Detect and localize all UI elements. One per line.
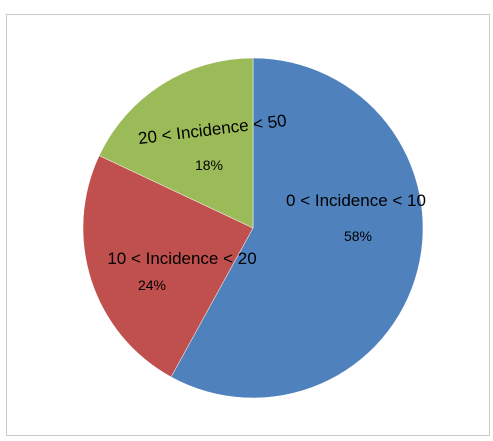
slice-value-10-20: 24% <box>138 277 166 293</box>
pie-slices <box>82 57 424 399</box>
slice-value-0-10: 58% <box>344 228 372 244</box>
slice-label-0-10: 0 < Incidence < 10 <box>286 191 426 210</box>
pie-slice-20-incidence-50 <box>98 57 254 229</box>
pie-slice-0-incidence-10 <box>170 57 424 399</box>
pie-labels: 0 < Incidence < 10 58% 10 < Incidence < … <box>107 111 426 293</box>
pie-slice-10-incidence-20 <box>82 155 254 378</box>
slice-label-10-20: 10 < Incidence < 20 <box>107 249 256 268</box>
slice-value-20-50: 18% <box>195 157 223 173</box>
